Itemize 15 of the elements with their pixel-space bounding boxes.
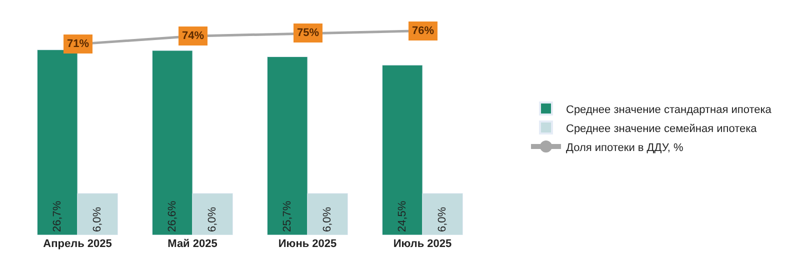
- x-tick-label: Июнь 2025: [278, 238, 337, 250]
- data-label: 26,6%: [166, 200, 178, 232]
- legend-label: Среднее значение стандартная ипотека: [566, 104, 772, 116]
- data-label: 26,7%: [51, 200, 64, 232]
- data-label: 6,0%: [322, 206, 334, 232]
- x-tick-label: Июль 2025: [393, 238, 452, 250]
- legend-label: Доля ипотеки в ДДУ, %: [566, 142, 684, 154]
- x-tick-label: Май 2025: [168, 238, 218, 250]
- x-tick-label: Апрель 2025: [43, 238, 112, 250]
- data-label: 6,0%: [436, 206, 449, 232]
- data-label: 6,0%: [92, 206, 104, 232]
- data-label: 25,7%: [281, 200, 294, 232]
- data-label: 24,5%: [396, 200, 408, 232]
- legend-label: Среднее значение семейная ипотека: [566, 122, 758, 135]
- data-label: 6,0%: [206, 206, 219, 232]
